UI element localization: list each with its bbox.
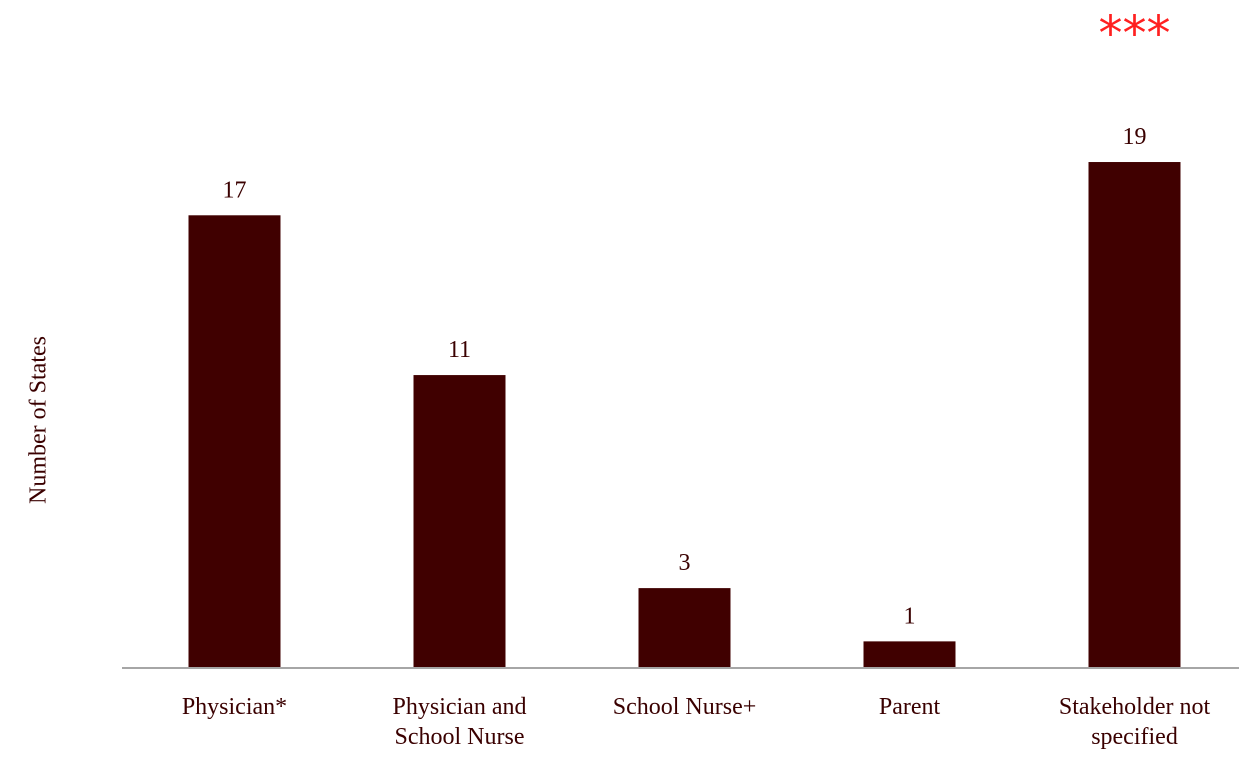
bar (863, 641, 956, 668)
y-axis-label: Number of States (26, 336, 52, 504)
bar (413, 375, 506, 668)
bar (1088, 162, 1181, 668)
data-label: 3 (679, 550, 691, 576)
data-label: 19 (1123, 124, 1147, 150)
x-tick-label: Stakeholder not specified (1058, 694, 1211, 750)
bar (188, 215, 281, 669)
data-label: 17 (223, 177, 247, 203)
x-tick-label: School Nurse+ (612, 694, 757, 720)
bar (638, 588, 731, 668)
x-tick-label: Physician and School Nurse (392, 694, 527, 750)
annotation: *** (1099, 6, 1171, 62)
x-tick-label: Parent (878, 694, 941, 720)
x-tick-label: Physician* (181, 694, 288, 720)
data-label: 1 (904, 603, 916, 629)
data-label: 11 (448, 337, 471, 363)
